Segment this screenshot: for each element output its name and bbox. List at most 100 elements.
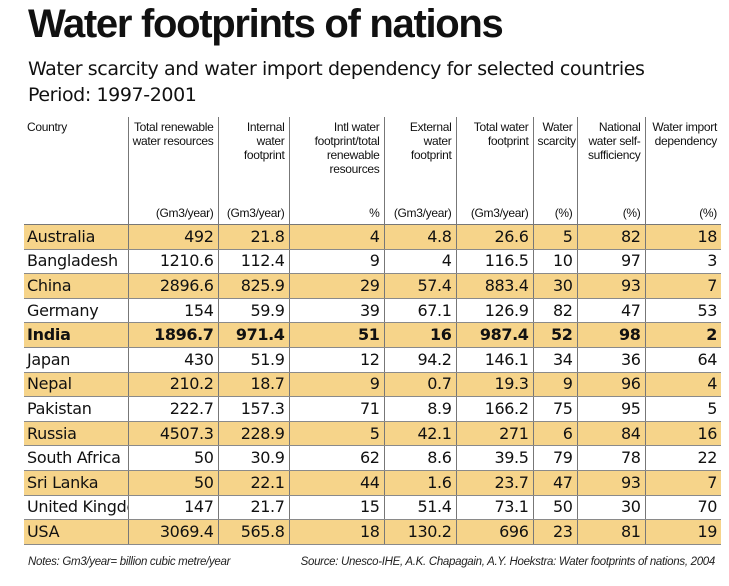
value-cell: 116.5 [455, 249, 533, 275]
column-header-unit: (Gm3/year) [470, 206, 529, 220]
source-credit: Source: Unesco-IHE, A.K. Chapagain, A.Y.… [300, 556, 716, 568]
value-cell: 228.9 [217, 421, 289, 447]
value-cell: 51.9 [217, 347, 289, 373]
value-cell: 53 [644, 298, 721, 324]
value-cell: 4 [288, 224, 384, 250]
country-cell: India [24, 322, 128, 348]
value-cell: 3 [644, 249, 721, 275]
country-cell: USA [24, 519, 128, 545]
value-cell: 5 [644, 396, 721, 422]
table-row: USA 3069.4 565.8 18 130.2 696 23 81 19 [24, 519, 721, 545]
value-cell: 492 [127, 224, 218, 250]
value-cell: 82 [576, 224, 645, 250]
country-cell: Russia [24, 421, 128, 447]
value-cell: 8.9 [383, 396, 456, 422]
table-body: Australia 492 21.8 4 4.8 26.6 5 82 18 Bangladesh 1… [24, 224, 721, 545]
value-cell: 5 [532, 224, 577, 250]
value-cell: 22.1 [217, 470, 289, 496]
value-cell: 126.9 [455, 298, 533, 324]
value-cell: 50 [127, 470, 218, 496]
value-cell: 47 [532, 470, 577, 496]
value-cell: 23 [532, 519, 577, 545]
value-cell: 21.8 [217, 224, 289, 250]
column-header-label: Internal water footprint [243, 120, 285, 162]
value-cell: 30.9 [217, 445, 289, 471]
value-cell: 5 [288, 421, 384, 447]
value-cell: 9 [288, 249, 384, 275]
value-cell: 94.2 [383, 347, 456, 373]
value-cell: 12 [288, 347, 384, 373]
value-cell: 3069.4 [127, 519, 218, 545]
table-row: Nepal 210.2 18.7 9 0.7 19.3 9 96 4 [24, 372, 721, 398]
column-header-label: Total water footprint [473, 120, 529, 148]
column-header: Internal water footprint (Gm3/year) [217, 117, 289, 225]
value-cell: 64 [644, 347, 721, 373]
subtitle: Water scarcity and water import dependen… [28, 56, 645, 108]
value-cell: 147 [127, 495, 218, 521]
value-cell: 22 [644, 445, 721, 471]
value-cell: 96 [576, 372, 645, 398]
value-cell: 130.2 [383, 519, 456, 545]
column-header: Intl water footprint/total renewable res… [288, 117, 384, 225]
value-cell: 15 [288, 495, 384, 521]
column-header: Water import dependency (%) [644, 117, 721, 225]
value-cell: 1.6 [383, 470, 456, 496]
water-footprint-table: Country Total renewable water resources (G… [24, 117, 721, 545]
column-header: Total water footprint (Gm3/year) [455, 117, 533, 225]
value-cell: 23.7 [455, 470, 533, 496]
value-cell: 70 [644, 495, 721, 521]
value-cell: 30 [576, 495, 645, 521]
table-row: Russia 4507.3 228.9 5 42.1 271 6 84 16 [24, 421, 721, 447]
column-header-unit: (%) [554, 206, 573, 220]
value-cell: 19.3 [455, 372, 533, 398]
value-cell: 95 [576, 396, 645, 422]
table-row: China 2896.6 825.9 29 57.4 883.4 30 93 7 [24, 273, 721, 299]
country-cell: Germany [24, 298, 128, 324]
value-cell: 7 [644, 273, 721, 299]
value-cell: 1210.6 [127, 249, 218, 275]
value-cell: 50 [127, 445, 218, 471]
value-cell: 565.8 [217, 519, 289, 545]
value-cell: 57.4 [383, 273, 456, 299]
value-cell: 59.9 [217, 298, 289, 324]
table-row: Germany 154 59.9 39 67.1 126.9 82 47 53 [24, 298, 721, 324]
column-header-unit: (Gm3/year) [155, 206, 214, 220]
value-cell: 71 [288, 396, 384, 422]
value-cell: 51.4 [383, 495, 456, 521]
value-cell: 84 [576, 421, 645, 447]
value-cell: 93 [576, 470, 645, 496]
column-header-unit: (Gm3/year) [393, 206, 452, 220]
value-cell: 430 [127, 347, 218, 373]
column-header-unit: (%) [699, 206, 717, 220]
value-cell: 9 [532, 372, 577, 398]
period-line: Period: 1997-2001 [28, 84, 197, 106]
value-cell: 2 [644, 322, 721, 348]
table-header-row: Country Total renewable water resources (G… [24, 117, 721, 225]
table-row: Sri Lanka 50 22.1 44 1.6 23.7 47 93 7 [24, 470, 721, 496]
value-cell: 146.1 [455, 347, 533, 373]
value-cell: 4 [383, 249, 456, 275]
value-cell: 112.4 [217, 249, 289, 275]
table-row: Japan 430 51.9 12 94.2 146.1 34 36 64 [24, 347, 721, 373]
value-cell: 44 [288, 470, 384, 496]
column-header: External water footprint (Gm3/year) [383, 117, 456, 225]
value-cell: 8.6 [383, 445, 456, 471]
value-cell: 39 [288, 298, 384, 324]
table-row: Pakistan 222.7 157.3 71 8.9 166.2 75 95 5 [24, 396, 721, 422]
column-header: National water self-sufficiency (%) [576, 117, 645, 225]
value-cell: 26.6 [455, 224, 533, 250]
value-cell: 4507.3 [127, 421, 218, 447]
value-cell: 67.1 [383, 298, 456, 324]
value-cell: 73.1 [455, 495, 533, 521]
value-cell: 2896.6 [127, 273, 218, 299]
country-cell: Bangladesh [24, 249, 128, 275]
table-row: South Africa 50 30.9 62 8.6 39.5 79 78 22 [24, 445, 721, 471]
value-cell: 36 [576, 347, 645, 373]
value-cell: 79 [532, 445, 577, 471]
value-cell: 4 [644, 372, 721, 398]
value-cell: 10 [532, 249, 577, 275]
value-cell: 42.1 [383, 421, 456, 447]
value-cell: 4.8 [383, 224, 456, 250]
